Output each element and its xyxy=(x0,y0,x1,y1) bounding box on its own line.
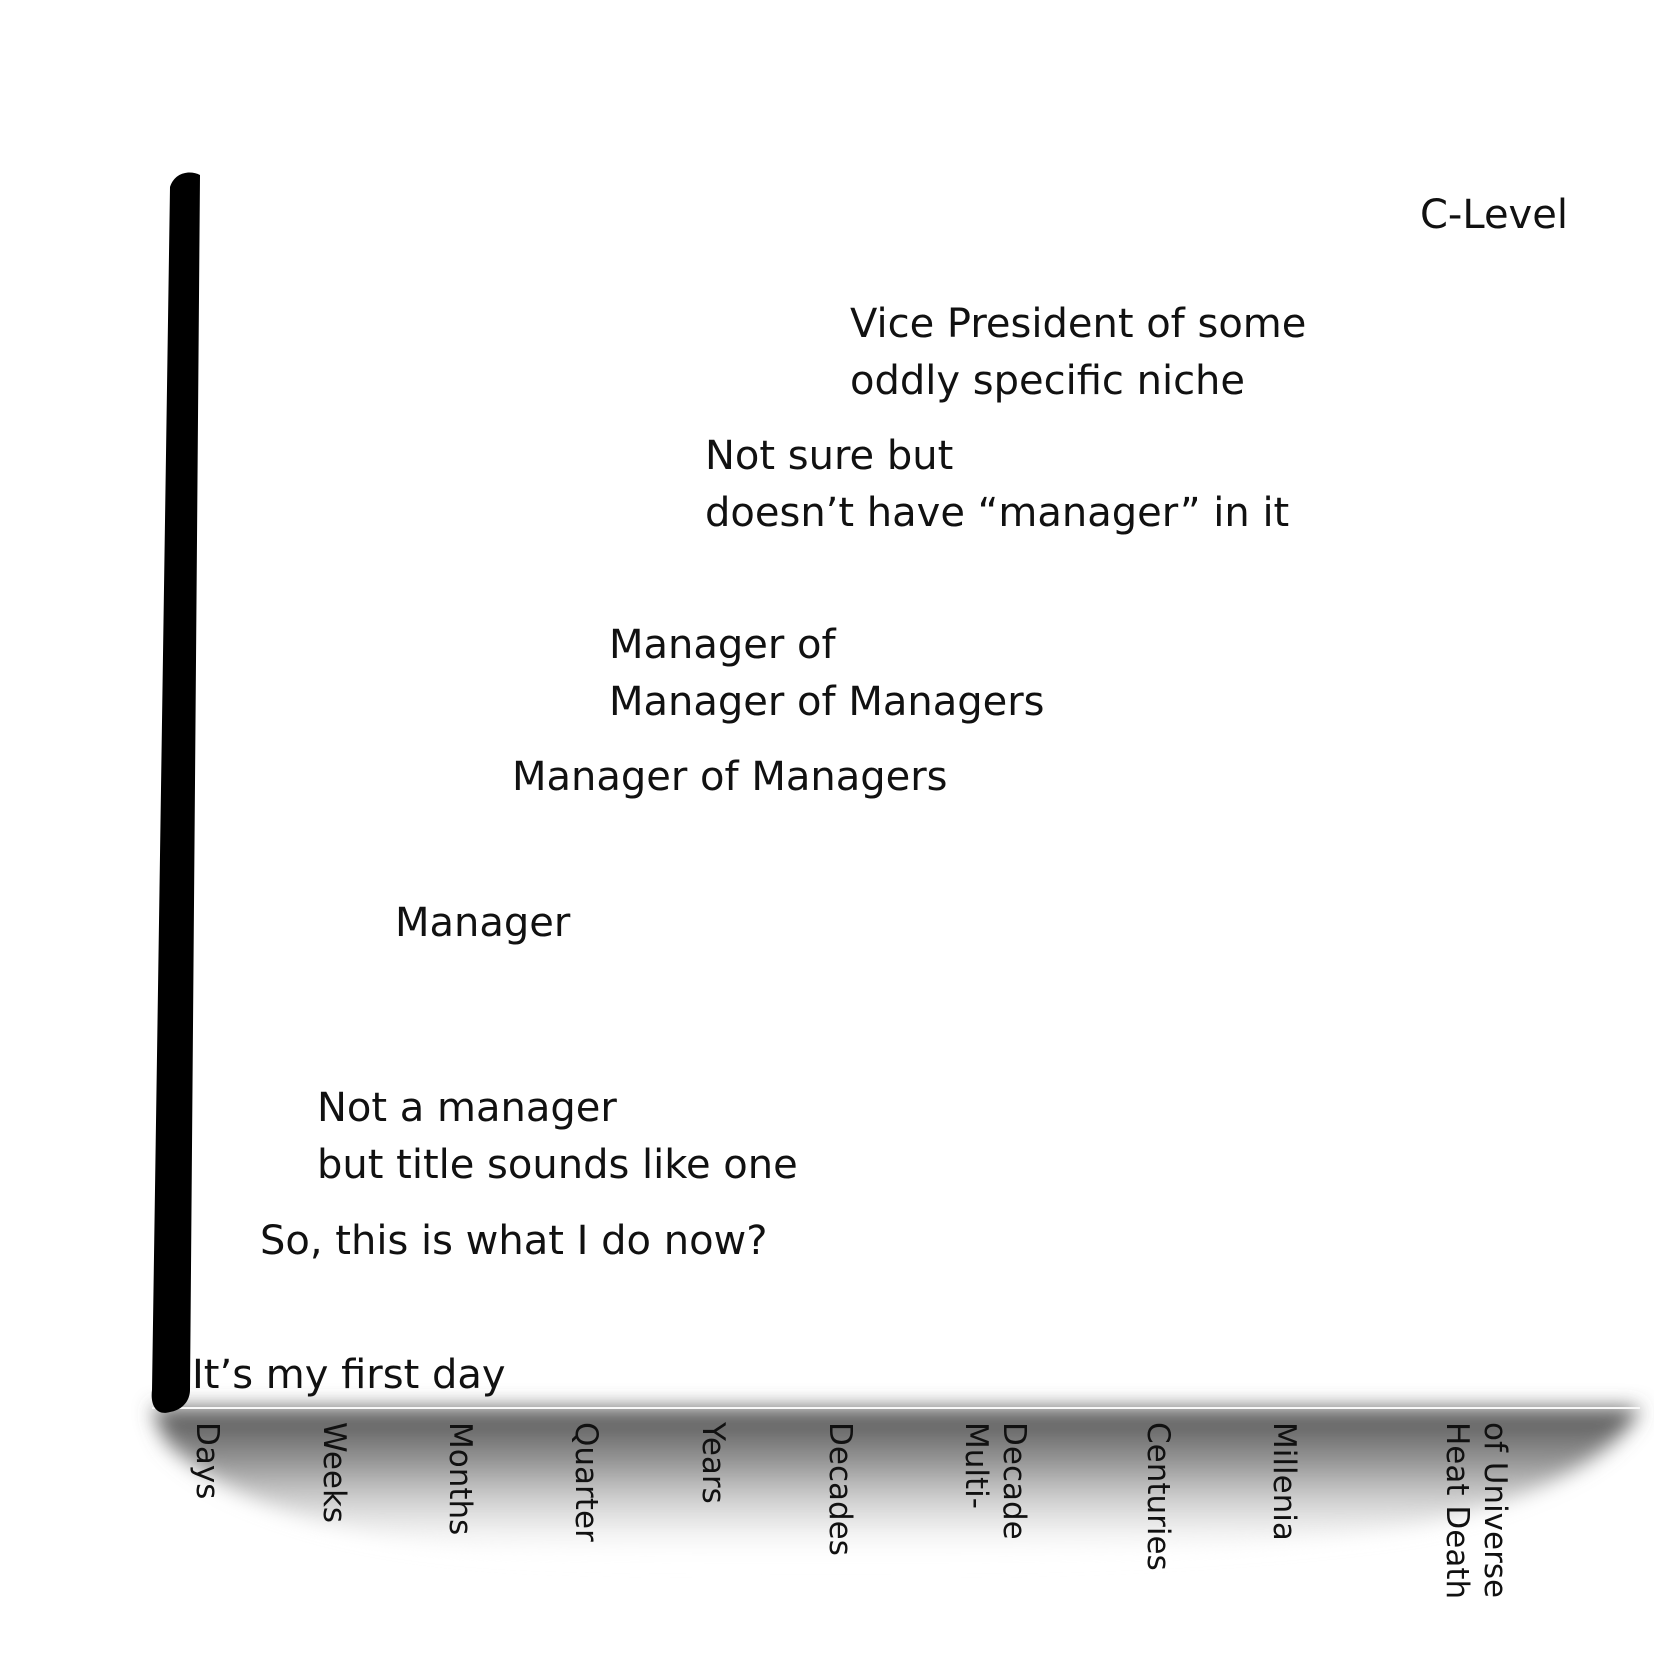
x-tick-label: Weeks xyxy=(316,1422,352,1523)
career-stage-text: It’s my first day xyxy=(192,1352,506,1398)
x-tick-label: Millenia xyxy=(1266,1422,1302,1541)
x-tick-label: Days xyxy=(189,1422,225,1499)
x-tick-label: Multi- Decade xyxy=(958,1422,1032,1540)
x-tick-text: Quarter xyxy=(568,1422,604,1542)
career-stage-text: C-Level xyxy=(1420,192,1568,238)
career-stage-text: doesn’t have “manager” in it xyxy=(705,490,1289,536)
career-stage-text: Manager of xyxy=(609,622,837,668)
career-stage-text: So, this is what I do now? xyxy=(260,1218,768,1264)
career-stage-label: So, this is what I do now? xyxy=(260,1218,768,1264)
career-stage-label: It’s my first day xyxy=(192,1352,506,1398)
x-tick-label: Quarter xyxy=(568,1422,604,1542)
career-stage-text: Not sure but xyxy=(705,433,953,479)
career-stage-text: oddly specific niche xyxy=(850,358,1245,404)
career-stage-label: C-Level xyxy=(1420,192,1568,238)
career-stage-text: Manager of Managers xyxy=(512,754,948,800)
x-tick-text: Years xyxy=(695,1421,731,1504)
x-tick-text: Millenia xyxy=(1266,1422,1302,1541)
career-stage-text: but title sounds like one xyxy=(317,1142,798,1188)
career-stage-label: Manager of Manager of Managers xyxy=(609,622,1045,725)
baseline-shadow xyxy=(152,1408,1640,1562)
x-tick-text: Decades xyxy=(822,1422,858,1556)
career-stage-label: Not sure but doesn’t have “manager” in it xyxy=(705,433,1289,536)
x-tick-text: Centuries xyxy=(1140,1422,1176,1571)
career-stage-label: Manager of Managers xyxy=(512,754,948,800)
x-tick-text: Months xyxy=(442,1422,478,1535)
y-axis-line xyxy=(151,172,200,1413)
career-stage-text: Manager xyxy=(395,900,571,946)
career-stage-label: Manager xyxy=(395,900,571,946)
career-stage-label: Not a manager but title sounds like one xyxy=(317,1085,798,1188)
x-tick-text: Heat Death xyxy=(1439,1422,1475,1599)
x-tick-label: Heat Death of Universe xyxy=(1439,1422,1513,1599)
x-tick-text: of Universe xyxy=(1477,1422,1513,1598)
x-tick-label: Months xyxy=(442,1422,478,1535)
x-tick-label: Years xyxy=(695,1421,731,1504)
x-tick-text: Weeks xyxy=(316,1422,352,1523)
x-tick-text: Multi- xyxy=(958,1422,994,1509)
career-stage-text: Manager of Managers xyxy=(609,679,1045,725)
career-stage-text: Vice President of some xyxy=(850,301,1306,347)
x-tick-label: Centuries xyxy=(1140,1422,1176,1571)
x-tick-text: Days xyxy=(189,1422,225,1499)
x-tick-text: Decade xyxy=(996,1422,1032,1540)
career-stage-label: Vice President of some oddly specific nic… xyxy=(850,301,1306,404)
x-tick-label: Decades xyxy=(822,1422,858,1556)
career-stage-text: Not a manager xyxy=(317,1085,617,1131)
